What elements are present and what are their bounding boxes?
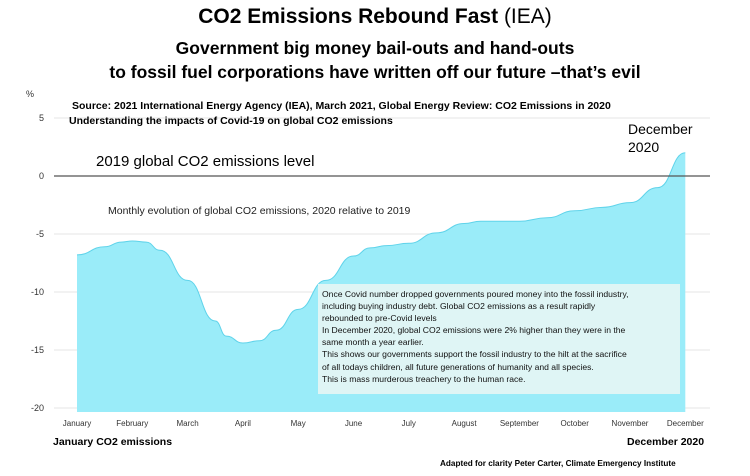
y-axis-ticks: 5 0 -5 -10 -15 -20 xyxy=(31,113,44,413)
source-line: Source: 2021 International Energy Agency… xyxy=(72,100,611,112)
title-main: CO2 Emissions Rebound Fast xyxy=(198,5,499,28)
x-tick-label: February xyxy=(116,419,148,428)
x-tick-label: March xyxy=(176,419,198,428)
x-tick-label: September xyxy=(500,419,539,428)
chart-inner-title: Monthly evolution of global CO2 emission… xyxy=(108,205,411,217)
x-tick-label: May xyxy=(291,419,306,428)
footer-left-label: January CO2 emissions xyxy=(53,436,173,448)
y-tick-label: -5 xyxy=(36,229,44,239)
x-axis-ticks: January February March April May June July Augu… xyxy=(63,419,704,428)
title-source: (IEA) xyxy=(503,5,552,28)
subtitle-line-1: Government big money bail-outs and hand-… xyxy=(175,38,575,58)
note-line: This shows our governments support the f… xyxy=(322,349,627,360)
y-axis-unit: % xyxy=(26,89,34,99)
note-line: Once Covid number dropped governments po… xyxy=(322,289,629,299)
note-line: This is mass murderous treachery to the … xyxy=(322,373,526,384)
credit-line: Adapted for clarity Peter Carter, Climat… xyxy=(440,459,676,468)
x-tick-label: June xyxy=(345,419,363,428)
y-tick-label: 0 xyxy=(39,171,44,181)
note-line: rebounded to pre-Covid levels xyxy=(322,313,437,324)
source-subline: Understanding the impacts of Covid-19 on… xyxy=(69,115,393,127)
y-tick-label: -10 xyxy=(31,287,44,297)
note-line: including buying industry debt. Global C… xyxy=(322,301,596,312)
x-tick-label: July xyxy=(402,419,416,428)
end-label-year: 2020 xyxy=(628,139,660,155)
x-tick-label: December xyxy=(667,419,704,428)
y-tick-label: 5 xyxy=(39,113,44,123)
december-2020-label: December 2020 xyxy=(628,120,693,156)
x-tick-label: January xyxy=(63,419,91,428)
note-line: In December 2020, global CO2 emissions w… xyxy=(322,325,626,336)
x-tick-label: August xyxy=(452,419,478,428)
subtitle-line-2: to fossil fuel corporations have written… xyxy=(109,62,641,82)
note-line: of all todays children, all future gener… xyxy=(322,361,594,372)
chart-title: CO2 Emissions Rebound Fast (IEA) xyxy=(0,5,750,29)
end-label-month: December xyxy=(628,121,693,137)
footer-right-label: December 2020 xyxy=(627,436,705,448)
x-tick-label: April xyxy=(235,419,251,428)
note-line: same month a year earlier. xyxy=(322,337,424,348)
y-tick-label: -20 xyxy=(31,403,44,413)
x-tick-label: November xyxy=(612,419,649,428)
annotation-box: Once Covid number dropped governments po… xyxy=(318,284,680,394)
emissions-line xyxy=(76,152,686,344)
x-tick-label: October xyxy=(560,419,589,428)
baseline-label: 2019 global CO2 emissions level xyxy=(96,153,315,170)
y-tick-label: -15 xyxy=(31,345,44,355)
